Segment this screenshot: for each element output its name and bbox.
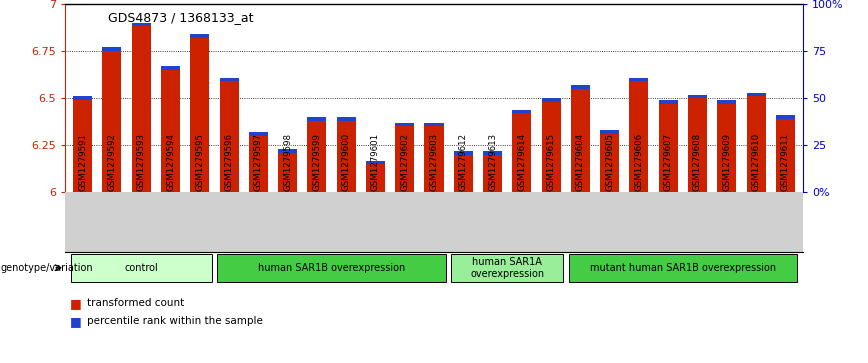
Bar [73,97,92,100]
Bar [102,48,122,51]
Bar [366,161,385,164]
FancyBboxPatch shape [451,253,563,282]
Bar [395,123,414,126]
Bar [337,121,356,192]
FancyBboxPatch shape [569,253,797,282]
Bar [629,78,648,81]
Bar [688,95,707,98]
Text: control: control [124,263,158,273]
Bar [278,153,297,192]
Bar [512,113,531,192]
Bar [190,34,209,38]
Bar [600,134,619,192]
Bar [424,123,444,126]
Bar [746,96,766,192]
Bar [190,38,209,192]
Text: human SAR1B overexpression: human SAR1B overexpression [258,263,405,273]
Bar [746,93,766,96]
Bar [102,51,122,192]
Bar [483,155,502,192]
Text: ■: ■ [69,297,82,310]
Bar [571,89,590,192]
Bar [659,104,678,192]
Bar [483,151,502,155]
Text: genotype/variation: genotype/variation [1,263,94,273]
FancyBboxPatch shape [217,253,446,282]
Bar [132,23,151,26]
Bar [307,117,326,121]
Bar [571,85,590,89]
Bar [600,130,619,134]
Bar [161,70,180,192]
Bar [249,136,268,192]
Bar [366,164,385,192]
Text: ■: ■ [69,315,82,328]
Bar [717,100,736,104]
Text: human SAR1A
overexpression: human SAR1A overexpression [470,257,544,278]
Bar [220,78,239,81]
Text: transformed count: transformed count [87,298,184,308]
Bar [629,81,648,192]
Bar [717,104,736,192]
Text: GDS4873 / 1368133_at: GDS4873 / 1368133_at [108,11,254,24]
Bar [454,151,473,155]
Bar [776,119,795,192]
Bar [249,132,268,136]
Bar [337,117,356,121]
Bar [542,102,561,192]
Bar [512,110,531,113]
Bar [307,121,326,192]
Bar [161,66,180,70]
Bar [132,26,151,192]
Bar [73,100,92,192]
Bar [688,98,707,192]
Text: percentile rank within the sample: percentile rank within the sample [87,316,263,326]
Bar [278,149,297,153]
Bar [424,126,444,192]
Bar [454,155,473,192]
Bar [776,115,795,119]
Bar [220,81,239,192]
Bar [542,98,561,102]
FancyBboxPatch shape [71,253,212,282]
Bar [659,100,678,104]
Bar [395,126,414,192]
Text: mutant human SAR1B overexpression: mutant human SAR1B overexpression [589,263,776,273]
